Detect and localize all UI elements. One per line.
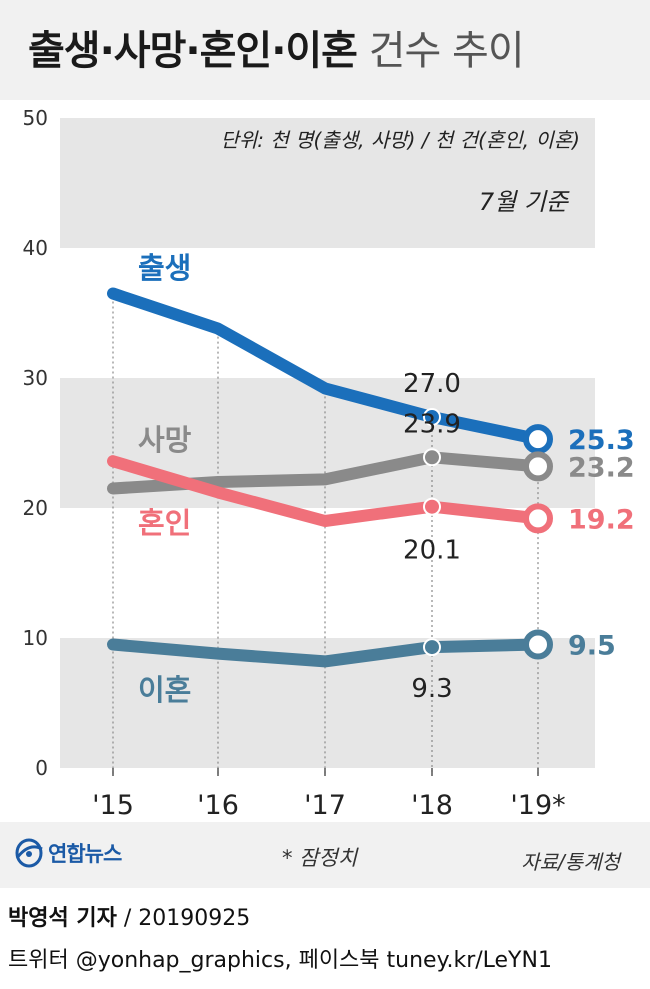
- data-label-2018: 20.1: [403, 536, 461, 566]
- line-chart: 0 10 20 30 40 50 '15 '16 '17 '18 '19* 단위: 천 명(출생,…: [23, 106, 635, 821]
- yonhap-logo-icon: [15, 838, 43, 868]
- chart-title: 출생·사망·혼인·이혼 건수 추이: [28, 18, 525, 76]
- data-label-2019: 23.2: [568, 452, 635, 483]
- series-name: 이혼: [138, 673, 191, 707]
- title-band: [0, 0, 650, 100]
- credit-date: / 20190925: [123, 906, 251, 931]
- provisional-note: * 잠정치: [282, 846, 358, 870]
- marker-2019: [523, 451, 553, 482]
- credit-name: 박영석 기자: [8, 906, 117, 931]
- marker-2018: [423, 497, 441, 516]
- data-label-2018: 9.3: [411, 674, 452, 704]
- yonhap-logo: 연합뉴스: [14, 838, 122, 868]
- x-tick-label: '15: [92, 790, 134, 821]
- marker-2019: [523, 424, 553, 455]
- data-label-2019: 25.3: [568, 425, 635, 456]
- series-line-0: [107, 287, 544, 446]
- y-tick-label: 10: [23, 626, 48, 650]
- source-note: 자료/통계청: [521, 850, 620, 874]
- marker-2018: [423, 408, 441, 426]
- series-name: 사망: [138, 423, 192, 457]
- y-tick-label: 0: [35, 756, 48, 780]
- series-name: 혼인: [138, 506, 191, 540]
- data-label-2018: 23.9: [403, 409, 461, 439]
- footer-band: [0, 822, 650, 888]
- y-tick-label: 40: [23, 236, 48, 260]
- y-tick-label: 30: [23, 366, 48, 390]
- data-label-2019: 19.2: [568, 504, 635, 535]
- data-label-2018: 27.0: [403, 369, 461, 399]
- marker-2019: [523, 629, 553, 660]
- series-line-2: [107, 455, 544, 527]
- basis-note: 7월 기준: [479, 188, 570, 216]
- grid-band-0: [60, 118, 595, 248]
- marker-2018: [423, 448, 441, 467]
- y-tick-label: 20: [23, 496, 48, 520]
- series-line-3: [107, 638, 544, 668]
- series-name: 출생: [138, 251, 191, 285]
- logo-text: 연합뉴스: [48, 842, 122, 866]
- credit-line-1: 박영석 기자 / 20190925: [8, 900, 250, 932]
- data-label-2019: 9.5: [568, 631, 616, 662]
- marker-2019: [523, 503, 553, 534]
- chart-title-bold: 출생·사망·혼인·이혼: [28, 28, 358, 74]
- chart-title-light: 건수 추이: [368, 28, 525, 74]
- x-tick-label: '18: [411, 790, 453, 821]
- x-tick-label: '19*: [510, 790, 565, 821]
- unit-note: 단위: 천 명(출생, 사망) / 천 건(혼인, 이혼): [220, 128, 580, 152]
- marker-2018: [423, 638, 441, 657]
- x-tick-label: '17: [304, 790, 346, 821]
- y-tick-label: 50: [23, 106, 48, 130]
- x-tick-label: '16: [197, 790, 239, 821]
- credit-line-2: 트위터 @yonhap_graphics, 페이스북 tuney.kr/LeYN…: [8, 948, 552, 973]
